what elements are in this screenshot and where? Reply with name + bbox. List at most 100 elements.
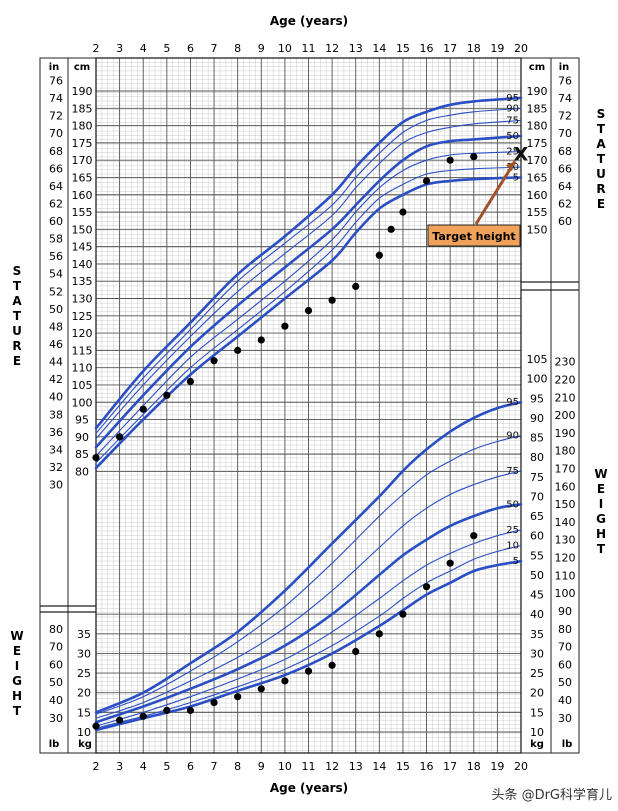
x-tick-label: 15 — [396, 42, 410, 55]
weight-lb-tick-right: 140 — [555, 516, 576, 529]
measurement-points — [92, 153, 478, 730]
stature-side-label-right: A — [596, 137, 606, 151]
stature-in-unit-right: in — [559, 62, 570, 73]
stature-in-tick-left: 32 — [49, 461, 63, 474]
weight-lb-tick-right: 100 — [555, 587, 576, 600]
x-tick-label: 7 — [211, 42, 218, 55]
weight-lb-tick-right: 180 — [555, 445, 576, 458]
stature-cm-tick-left: 120 — [72, 327, 93, 340]
weight-measurement-point — [352, 647, 360, 656]
stature-cm-tick-right: 180 — [527, 120, 548, 133]
weight-kg-tick-right: 90 — [530, 412, 544, 425]
weight-kg-tick-right: 10 — [530, 726, 544, 739]
x-tick-label: 3 — [116, 42, 123, 55]
stature-cm-tick-left: 125 — [72, 310, 93, 323]
weight-measurement-point — [375, 630, 383, 638]
x-tick-label: 9 — [258, 42, 265, 55]
weight-lb-unit-right: lb — [562, 739, 573, 750]
weight-kg-tick-right: 30 — [530, 647, 544, 660]
weight-measurement-point — [234, 693, 242, 701]
stature-side-label-right: T — [597, 152, 606, 166]
weight-measurement-point — [446, 559, 454, 567]
stature-in-tick-left: 52 — [49, 285, 63, 298]
weight-lb-tick-right: 90 — [558, 605, 572, 618]
stature-percentile-label: 90 — [506, 103, 519, 114]
stature-in-unit-left: in — [49, 62, 60, 73]
weight-percentile-label: 25 — [506, 525, 519, 536]
target-height-marker: X — [514, 143, 529, 165]
stature-side-label-right: R — [596, 182, 605, 196]
weight-lb-unit-left: lb — [49, 739, 60, 750]
weight-kg-tick-right: 55 — [530, 549, 544, 562]
weight-kg-tick-left: 25 — [77, 667, 91, 680]
stature-cm-tick-left: 175 — [72, 137, 93, 150]
stature-in-tick-left: 30 — [49, 479, 63, 492]
x-tick-label: 19 — [490, 42, 504, 55]
weight-lb-tick-left: 80 — [49, 623, 63, 636]
x-axis-title-top: Age (years) — [270, 14, 348, 28]
stature-in-tick-left: 54 — [49, 268, 63, 281]
stature-measurement-point — [92, 453, 100, 462]
stature-in-tick-left: 38 — [49, 408, 63, 421]
grid — [39, 57, 580, 754]
stature-cm-tick-left: 80 — [75, 465, 89, 478]
weight-kg-tick-right: 95 — [530, 392, 544, 405]
x-tick-label: 5 — [163, 42, 170, 55]
stature-measurement-point — [375, 251, 383, 259]
target-arrow — [474, 160, 517, 225]
stature-measurement-point — [470, 153, 478, 161]
stature-side-label-left: U — [12, 324, 22, 338]
weight-curve-p25 — [95, 529, 522, 727]
weight-kg-tick-left: 10 — [77, 726, 91, 739]
stature-curve-p25 — [95, 150, 522, 457]
stature-in-tick-left: 66 — [49, 162, 63, 175]
x-tick-label: 4 — [140, 42, 147, 55]
weight-lb-tick-right: 110 — [555, 569, 576, 582]
x-tick-label: 11 — [302, 42, 316, 55]
stature-percentile-label: 95 — [506, 93, 519, 104]
weight-lb-tick-right: 120 — [555, 552, 576, 565]
stature-curve-p90 — [95, 107, 522, 434]
stature-measurement-point — [257, 336, 265, 344]
x-tick-label: 13 — [349, 760, 363, 773]
stature-measurement-point — [328, 296, 336, 304]
percentile-curves: 51025507590955102550759095 — [94, 93, 523, 732]
weight-kg-tick-right: 80 — [530, 451, 544, 464]
stature-cm-tick-left: 85 — [75, 448, 89, 461]
x-tick-label: 14 — [372, 760, 386, 773]
stature-in-tick-right: 60 — [558, 215, 572, 228]
weight-curve-p75 — [95, 470, 522, 719]
axis-column — [550, 57, 580, 754]
weight-kg-tick-right: 70 — [530, 490, 544, 503]
weight-side-label-right: G — [596, 512, 606, 526]
x-tick-label: 10 — [278, 42, 292, 55]
stature-cm-tick-left: 110 — [72, 362, 93, 375]
weight-lb-tick-right: 30 — [558, 712, 572, 725]
weight-side-label-left: I — [15, 659, 19, 673]
stature-curve-p50 — [94, 134, 523, 449]
weight-side-label-right: E — [597, 482, 605, 496]
stature-side-label-left: E — [13, 354, 21, 368]
weight-kg-tick-left: 20 — [77, 687, 91, 700]
stature-in-tick-left: 60 — [49, 215, 63, 228]
axis-ticks: 2233445566778899101011111212131314141515… — [49, 42, 576, 773]
stature-in-tick-left: 72 — [49, 110, 63, 123]
stature-measurement-point — [399, 208, 407, 216]
weight-lb-tick-right: 190 — [555, 427, 576, 440]
stature-measurement-point — [304, 307, 313, 315]
target-height-label: Target height — [432, 230, 515, 243]
weight-side-label-right: I — [599, 497, 603, 511]
weight-lb-tick-right: 70 — [558, 641, 572, 654]
stature-cm-tick-right: 150 — [527, 223, 548, 236]
weight-lb-tick-right: 230 — [555, 356, 576, 369]
stature-cm-tick-left: 180 — [72, 120, 93, 133]
weight-kg-tick-right: 35 — [530, 628, 544, 641]
stature-percentile-label: 25 — [506, 147, 519, 158]
stature-in-tick-right: 70 — [558, 127, 572, 140]
stature-measurement-point — [210, 357, 218, 365]
stature-cm-tick-left: 135 — [72, 275, 93, 288]
stature-cm-tick-left: 145 — [72, 241, 93, 254]
x-tick-label: 6 — [187, 760, 194, 773]
weight-kg-tick-right: 40 — [530, 608, 544, 621]
